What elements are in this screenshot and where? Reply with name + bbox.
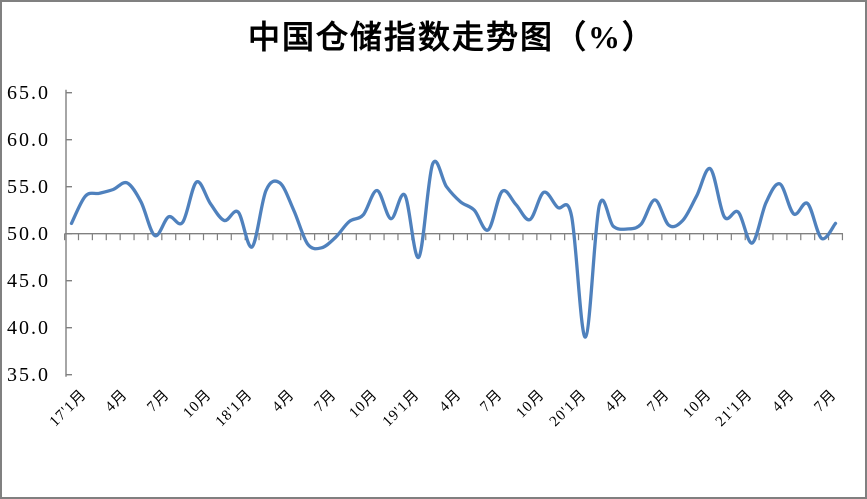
y-tick-label: 45.0 bbox=[7, 269, 50, 292]
y-tick-label: 65.0 bbox=[7, 81, 50, 104]
y-tick-label: 55.0 bbox=[7, 175, 50, 198]
chart-title: 中国仓储指数走势图（%） bbox=[247, 19, 656, 55]
y-tick-label: 40.0 bbox=[7, 316, 50, 339]
index-series-line bbox=[69, 159, 838, 339]
y-tick-label: 50.0 bbox=[7, 222, 50, 245]
y-tick-label: 60.0 bbox=[7, 128, 50, 151]
y-tick-label: 35.0 bbox=[7, 363, 50, 386]
